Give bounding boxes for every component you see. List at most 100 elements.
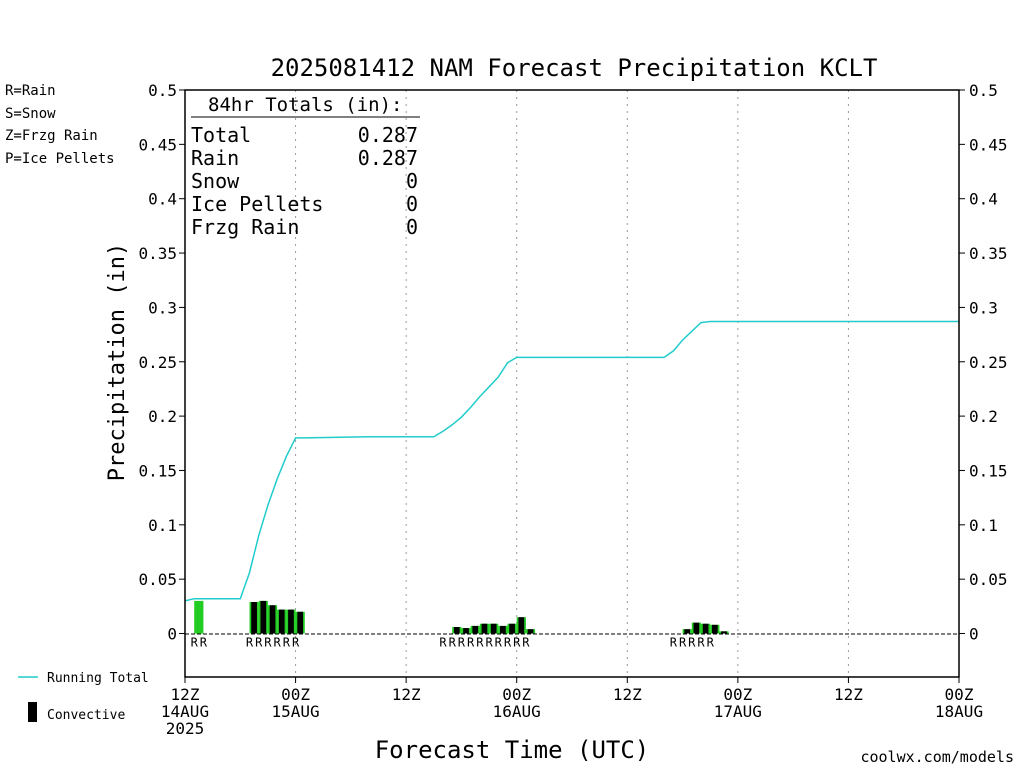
running-total-line xyxy=(184,320,959,602)
legend-snow: S=Snow xyxy=(5,106,56,122)
convective-bar xyxy=(269,605,276,634)
ptype-label: R xyxy=(264,636,272,650)
x-tick-label: 12Z xyxy=(834,685,863,704)
y-tick-label-left: 0.15 xyxy=(138,461,177,480)
y-tick-label-right: 0 xyxy=(969,625,979,644)
chart-title: 2025081412 NAM Forecast Precipitation KC… xyxy=(271,54,878,82)
x-tick-label: 17AUG xyxy=(714,702,762,721)
ptype-label: R xyxy=(449,636,457,650)
x-tick-label: 16AUG xyxy=(493,702,541,721)
plot-frame xyxy=(184,89,960,678)
ptype-legend: R=Rain S=Snow Z=Frzg Rain P=Ice Pellets xyxy=(5,83,115,167)
grid-layer xyxy=(295,90,849,677)
ptype-label: R xyxy=(283,636,291,650)
ptype-label: R xyxy=(679,636,687,650)
y-axis-right: 0 0.05 0.1 0.15 0.2 0.25 0.3 0.35 0.4 0.45 0.5 xyxy=(959,81,1008,644)
y-tick-label-right: 0.45 xyxy=(969,135,1008,154)
convective-bar xyxy=(260,600,267,634)
convective-bar xyxy=(490,623,497,634)
totals-row-value: 0.287 xyxy=(358,123,418,147)
totals-row-label: Total xyxy=(191,123,251,147)
totals-row-label: Snow xyxy=(191,169,240,193)
ptype-label: R xyxy=(707,636,715,650)
ptype-label: R xyxy=(439,636,447,650)
convective-bar xyxy=(297,611,304,634)
x-tick-label: 00Z xyxy=(723,685,752,704)
ptype-label: R xyxy=(191,636,199,650)
y-tick-label-right: 0.15 xyxy=(969,461,1008,480)
y-tick-label-left: 0.25 xyxy=(138,353,177,372)
y-tick-label-left: 0.5 xyxy=(148,81,177,100)
y-tick-label-left: 0.05 xyxy=(138,570,177,589)
totals-row-value: 0.287 xyxy=(358,146,418,170)
convective-bar xyxy=(527,629,534,634)
ptype-label: R xyxy=(274,636,282,650)
convective-bar xyxy=(500,625,506,634)
convective-bar xyxy=(684,629,691,634)
convective-bar xyxy=(288,609,294,634)
convective-bar xyxy=(463,628,469,634)
convective-bar xyxy=(251,601,257,634)
x-tick-label: 00Z xyxy=(281,685,310,704)
convective-bar xyxy=(278,609,285,634)
y-tick-label-right: 0.3 xyxy=(969,298,998,317)
x-tick-label: 18AUG xyxy=(935,702,983,721)
y-tick-label-left: 0.35 xyxy=(138,244,177,263)
x-tick-label: 14AUG xyxy=(161,702,209,721)
legend-frzg-rain: Z=Frzg Rain xyxy=(5,128,98,144)
legend-ice-pellets: P=Ice Pellets xyxy=(5,151,115,167)
ptype-label: R xyxy=(255,636,263,650)
ptype-label: R xyxy=(200,636,208,650)
totals-row-label: Frzg Rain xyxy=(191,215,299,239)
y-tick-label-right: 0.05 xyxy=(969,570,1008,589)
y-tick-label-right: 0.5 xyxy=(969,81,998,100)
series-legend: Running Total Convective xyxy=(18,671,149,723)
totals-row-label: Ice Pellets xyxy=(191,192,323,216)
convective-bar xyxy=(702,623,709,634)
convective-bar xyxy=(711,624,718,634)
ptype-label: R xyxy=(467,636,475,650)
legend-rain: R=Rain xyxy=(5,83,56,99)
x-tick-label: 12Z xyxy=(392,685,421,704)
ptype-label: R xyxy=(513,636,521,650)
x-tick-label: 00Z xyxy=(502,685,531,704)
convective-bar xyxy=(472,625,479,634)
totals-row-value: 0 xyxy=(406,215,418,239)
convective-bar xyxy=(518,617,525,634)
y-tick-label-right: 0.35 xyxy=(969,244,1008,263)
x-axis-label: Forecast Time (UTC) xyxy=(375,736,650,764)
ptype-label: R xyxy=(458,636,466,650)
y-tick-label-left: 0.1 xyxy=(148,516,177,535)
y-tick-label-right: 0.2 xyxy=(969,407,998,426)
y-axis-label: Precipitation (in) xyxy=(105,243,130,481)
ptype-label: R xyxy=(292,636,300,650)
convective-legend-label: Convective xyxy=(47,708,125,723)
ptype-label: R xyxy=(697,636,705,650)
x-tick-label: 12Z xyxy=(171,685,200,704)
ptype-label: R xyxy=(504,636,512,650)
convective-swatch xyxy=(28,702,37,722)
ptype-label: R xyxy=(485,636,493,650)
convective-bar xyxy=(721,631,727,634)
y-tick-label-left: 0.4 xyxy=(148,190,177,209)
y-tick-label-left: 0.45 xyxy=(138,135,177,154)
totals-row-label: Rain xyxy=(191,146,239,170)
footer-credit: coolwx.com/models xyxy=(860,748,1014,766)
convective-bar xyxy=(509,623,515,634)
convective-bar xyxy=(481,623,488,634)
ptype-label: R xyxy=(688,636,696,650)
convective-bar xyxy=(693,622,700,634)
ptype-label: R xyxy=(246,636,254,650)
ptype-label: R xyxy=(522,636,530,650)
ptype-label: R xyxy=(476,636,484,650)
x-tick-label: 12Z xyxy=(613,685,642,704)
totals-row-value: 0 xyxy=(406,169,418,193)
y-tick-label-right: 0.25 xyxy=(969,353,1008,372)
precip-bar xyxy=(194,600,204,634)
ptype-label: R xyxy=(670,636,678,650)
running-total-layer xyxy=(184,320,959,602)
x-tick-label: 15AUG xyxy=(271,702,319,721)
